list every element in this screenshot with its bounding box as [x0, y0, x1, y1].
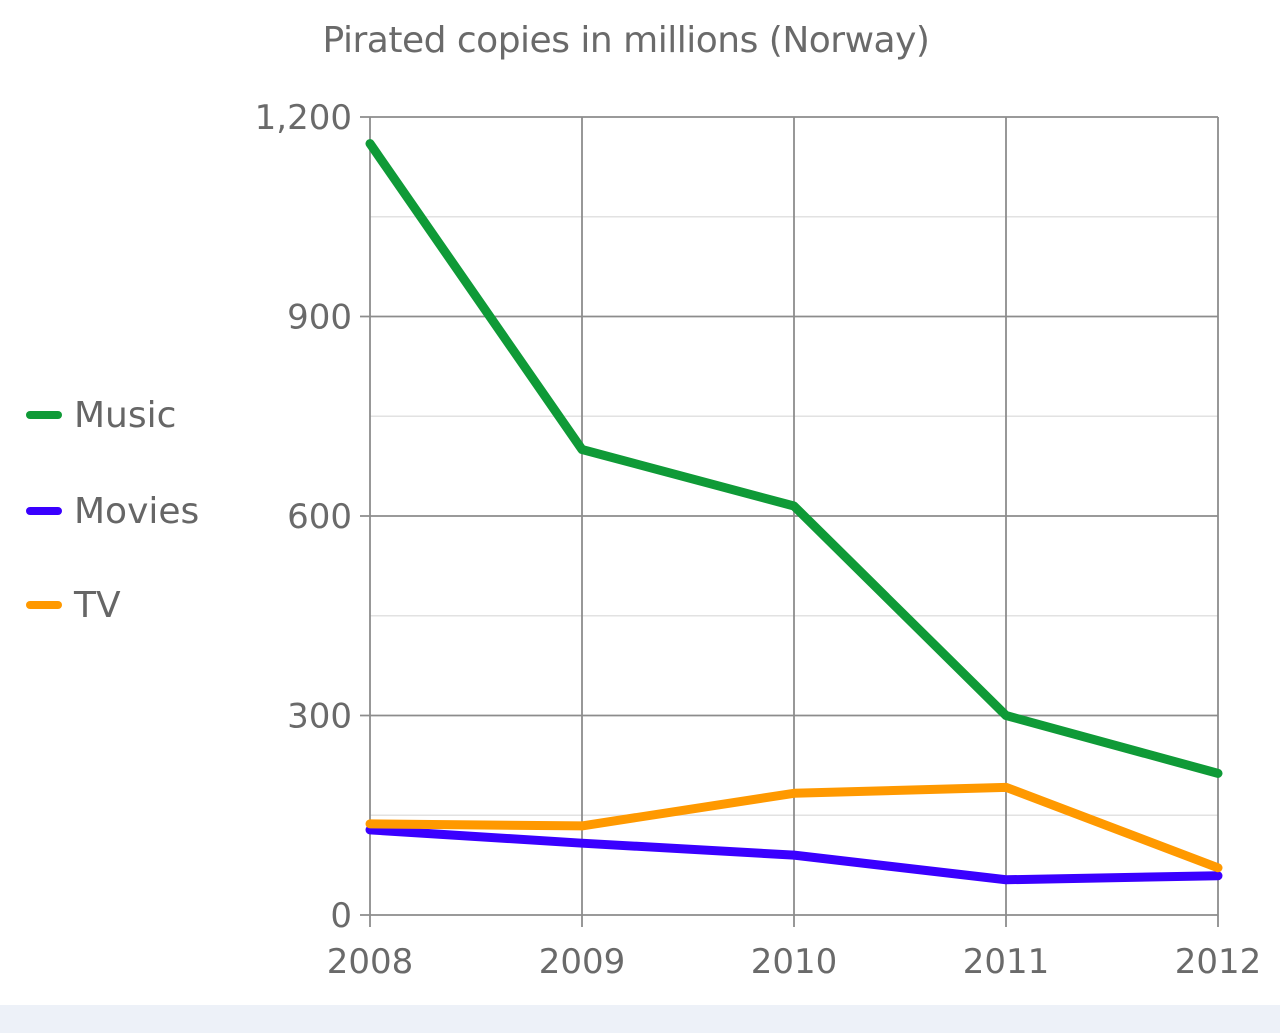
legend-label: Movies [74, 490, 200, 532]
x-tick-label: 2012 [1175, 942, 1262, 982]
x-axis-ticks: 2008 2009 2010 2011 2012 [327, 942, 1262, 982]
series-lines [365, 139, 1223, 885]
legend-label: Music [74, 394, 177, 436]
legend-label: TV [74, 584, 121, 626]
legend-item-tv: TV [26, 580, 121, 630]
legend-item-music: Music [26, 390, 176, 440]
grid-lines [360, 116, 1219, 927]
x-tick-label: 2011 [963, 942, 1050, 982]
y-tick-label: 600 [287, 497, 352, 537]
footer-band [0, 1005, 1280, 1033]
series-line-tv [365, 782, 1223, 873]
y-tick-label: 900 [287, 298, 352, 338]
series-line-music [365, 139, 1223, 778]
x-tick-label: 2010 [751, 942, 838, 982]
music-swatch-icon [26, 411, 62, 419]
y-tick-label: 300 [287, 697, 352, 737]
tv-swatch-icon [26, 601, 62, 609]
series-line-movies [365, 825, 1223, 885]
movies-swatch-icon [26, 507, 62, 515]
y-axis-ticks: 0 300 600 900 1,200 [255, 98, 352, 936]
x-tick-label: 2009 [539, 942, 626, 982]
chart-title: Pirated copies in millions (Norway) [322, 20, 930, 61]
x-tick-label: 2008 [327, 942, 414, 982]
y-tick-label: 1,200 [255, 98, 352, 138]
legend-item-movies: Movies [26, 486, 199, 536]
y-tick-label: 0 [330, 896, 352, 936]
